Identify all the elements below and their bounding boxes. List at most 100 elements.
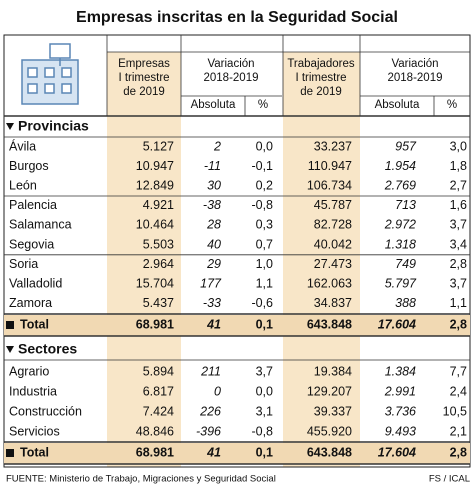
column-header: de 2019 <box>123 86 165 98</box>
cell: 40.042 <box>314 237 352 251</box>
cell: 28 <box>206 218 221 232</box>
cell: 2.964 <box>143 257 174 271</box>
cell: 226 <box>199 404 221 418</box>
cell: 2,8 <box>450 257 467 271</box>
total-marker <box>6 321 14 329</box>
column-header: Absoluta <box>191 99 236 111</box>
cell: 2.769 <box>384 178 416 192</box>
cell: 4.921 <box>143 198 174 212</box>
cell: 2.991 <box>384 384 416 398</box>
cell: 455.920 <box>307 424 352 438</box>
highlight-column <box>283 52 360 467</box>
title: Empresas inscritas en la Seguridad Socia… <box>76 9 398 26</box>
cell: 0,7 <box>256 237 273 251</box>
cell: 643.848 <box>307 317 352 331</box>
cell: 1,0 <box>256 257 273 271</box>
column-header: 2018-2019 <box>388 72 443 84</box>
cell: 68.981 <box>136 317 174 331</box>
cell: 5.503 <box>143 237 174 251</box>
column-header: Absoluta <box>375 99 420 111</box>
cell: 1.384 <box>385 364 416 378</box>
table-border <box>3 34 471 468</box>
cell: 5.894 <box>143 364 174 378</box>
column-header: % <box>258 99 268 111</box>
cell: 3.736 <box>385 404 416 418</box>
column-header: Trabajadores <box>287 58 355 70</box>
cell: -0,8 <box>251 198 273 212</box>
cell: 45.787 <box>314 198 352 212</box>
cell: 19.384 <box>314 364 352 378</box>
cell: 0,3 <box>256 218 273 232</box>
cell: -0,1 <box>251 159 273 173</box>
cell: 1.318 <box>385 237 416 251</box>
icon <box>21 43 79 105</box>
row-label: Servicios <box>9 424 60 438</box>
cell: 3,7 <box>450 276 467 290</box>
total-band <box>4 315 470 336</box>
row-label: Palencia <box>9 198 57 212</box>
cell: 2,8 <box>450 445 467 459</box>
cell: 40 <box>207 237 221 251</box>
cell: 3,7 <box>256 364 273 378</box>
credit: FS / ICAL <box>429 474 470 485</box>
cell: 1,1 <box>256 276 273 290</box>
cell: 10.947 <box>136 159 174 173</box>
cell: 3,1 <box>256 404 273 418</box>
cell: 0 <box>214 384 221 398</box>
cell: 7,7 <box>450 364 467 378</box>
cell: -396 <box>196 424 221 438</box>
cell: 39.337 <box>314 404 352 418</box>
section-marker <box>6 123 14 130</box>
row-label: Salamanca <box>9 218 72 232</box>
cell: 7.424 <box>143 404 174 418</box>
cell: 110.947 <box>308 159 352 173</box>
column-header: de 2019 <box>300 86 342 98</box>
cell: 3,7 <box>450 218 467 232</box>
column-header: Variación <box>207 58 254 70</box>
cell: 388 <box>395 296 416 310</box>
row-label: Segovia <box>9 237 54 251</box>
cell: 6.817 <box>143 384 174 398</box>
cell: 68.981 <box>136 445 174 459</box>
cell: 2,4 <box>450 384 467 398</box>
cell: 82.728 <box>314 218 352 232</box>
source: FUENTE: Ministerio de Trabajo, Migracion… <box>6 474 276 485</box>
cell: 1.954 <box>385 159 416 173</box>
cell: 1,1 <box>450 296 467 310</box>
cell: 177 <box>200 276 222 290</box>
total-band <box>4 443 470 464</box>
row-label: Soria <box>9 257 38 271</box>
cell: -33 <box>203 296 221 310</box>
cell: 106.734 <box>307 178 352 192</box>
row-label: Zamora <box>9 296 52 310</box>
row-label: León <box>9 178 37 192</box>
total-marker <box>6 449 14 457</box>
cell: 12.849 <box>136 178 174 192</box>
row-label: Agrario <box>9 364 49 378</box>
row-label: Ávila <box>9 138 36 153</box>
cell: 5.797 <box>385 276 417 290</box>
cell: 2.972 <box>384 218 416 232</box>
cell: 30 <box>207 178 221 192</box>
cell: 41 <box>206 445 221 459</box>
cell: 957 <box>395 139 417 153</box>
row-label: Construcción <box>9 404 82 418</box>
cell: 0,1 <box>256 445 273 459</box>
cell: 0,0 <box>256 384 273 398</box>
cell: 211 <box>200 364 221 378</box>
cell: 5.437 <box>143 296 174 310</box>
section-label: Sectores <box>18 341 77 357</box>
section-label: Provincias <box>18 118 89 134</box>
cell: -0,6 <box>251 296 273 310</box>
cell: 2,8 <box>450 317 467 331</box>
cell: 162.063 <box>307 276 352 290</box>
column-header: Variación <box>391 58 438 70</box>
row-label: Total <box>20 317 49 331</box>
row-label: Industria <box>9 384 57 398</box>
cell: 643.848 <box>307 445 352 459</box>
cell: 129.207 <box>307 384 352 398</box>
cell: 9.493 <box>385 424 416 438</box>
cell: 713 <box>395 198 416 212</box>
highlight-column <box>107 52 181 467</box>
